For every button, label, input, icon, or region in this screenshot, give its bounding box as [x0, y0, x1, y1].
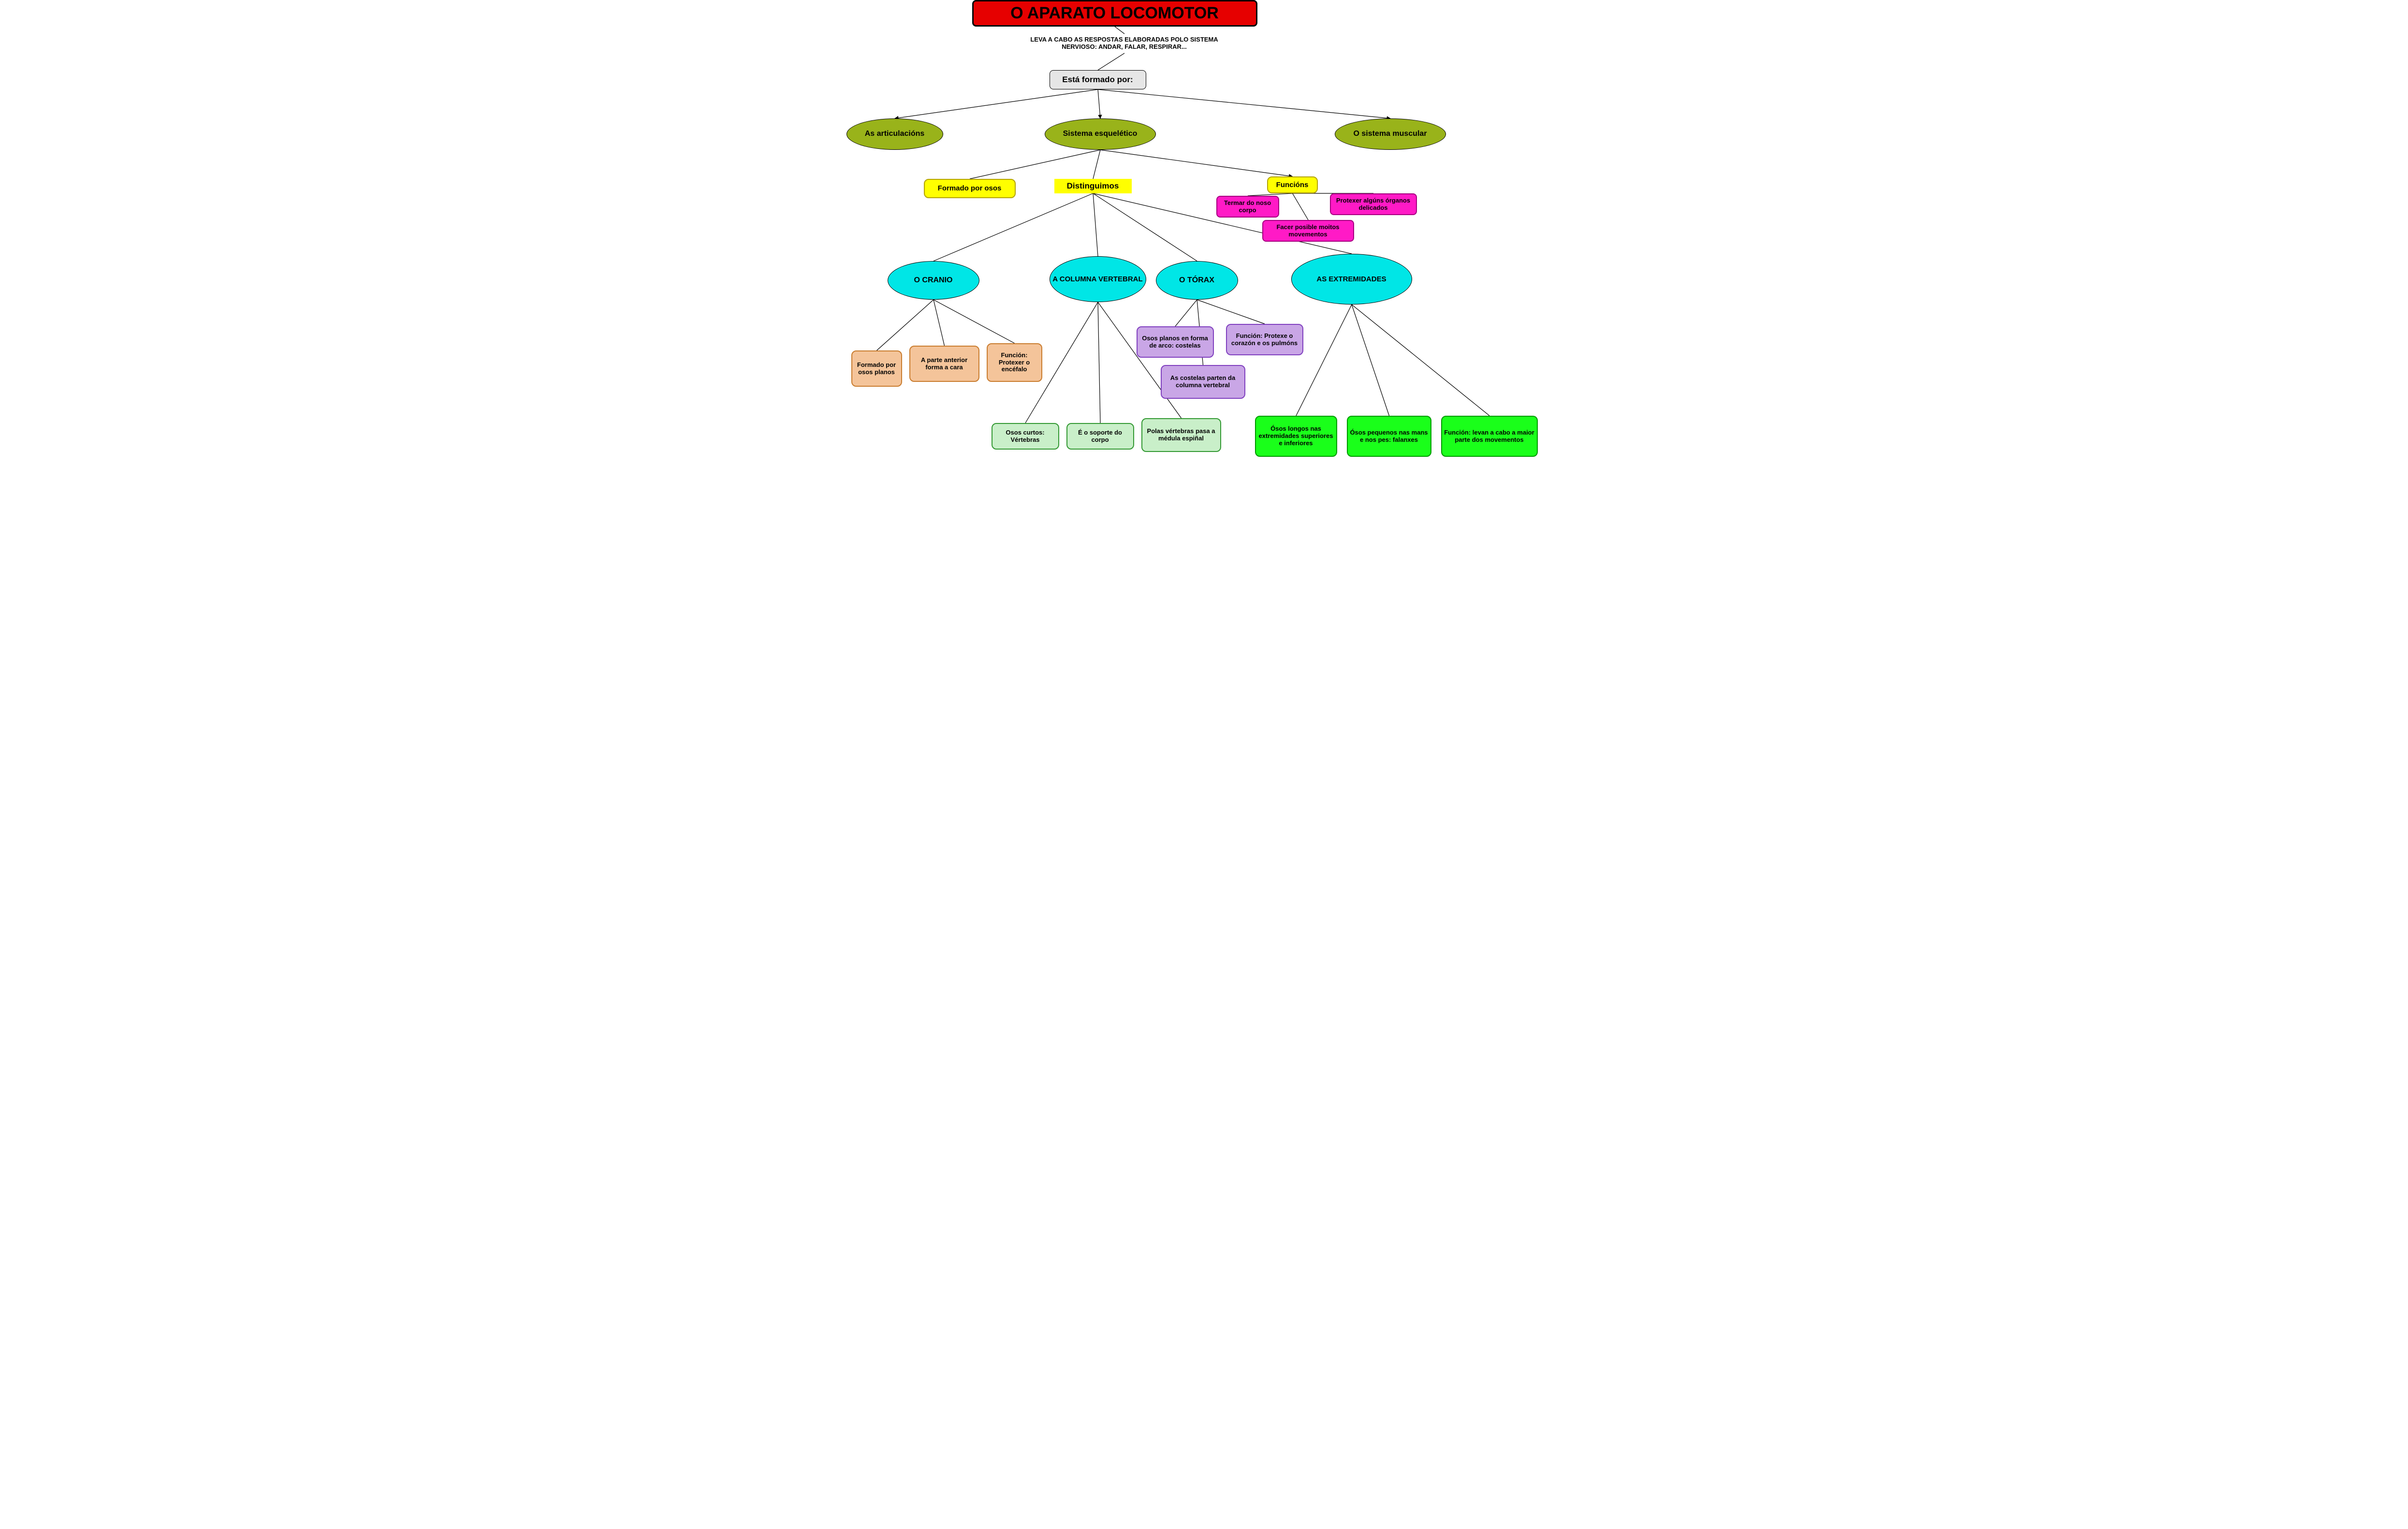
node-subtitle: LEVA A CABO AS RESPOSTAS ELABORADAS POLO…: [1011, 34, 1238, 53]
node-col1: Osos curtos: Vértebras: [992, 423, 1059, 450]
edge-funcions-facer: [1292, 193, 1308, 220]
edge-torax-tor1: [1175, 300, 1197, 326]
node-col3: Polas vértebras pasa a médula espiñal: [1141, 418, 1221, 452]
edge-esqueletico-distinguimos: [1093, 150, 1100, 179]
node-muscular: O sistema muscular: [1335, 118, 1446, 150]
edge-formado-articulacions: [895, 89, 1098, 118]
node-termar: Termar do noso corpo: [1216, 196, 1279, 218]
edge-columna-col3: [1098, 302, 1182, 418]
edge-layer: [842, 0, 1567, 474]
node-esqueletico: Sistema esquelético: [1045, 118, 1156, 150]
node-articulacions: As articulacións: [846, 118, 943, 150]
node-col2: É o soporte do corpo: [1066, 423, 1134, 450]
node-formado: Está formado por:: [1050, 70, 1146, 89]
node-torax: O TÓRAX: [1156, 261, 1238, 300]
node-distinguimos: Distinguimos: [1054, 179, 1132, 193]
node-cranio: O CRANIO: [888, 261, 979, 300]
node-ext3: Función: levan a cabo a maior parte dos …: [1441, 416, 1538, 457]
node-columna: A COLUMNA VERTEBRAL: [1050, 256, 1146, 302]
edge-title-subtitle: [1115, 27, 1124, 34]
node-cranio3: Función: Protexer o encéfalo: [987, 343, 1042, 382]
edge-extremidades-ext2: [1352, 305, 1389, 416]
node-tor1: Osos planos en forma de arco: costelas: [1137, 326, 1214, 358]
node-cranio1: Formado por osos planos: [851, 350, 902, 387]
node-funcions: Funcións: [1267, 176, 1318, 193]
edge-extremidades-ext3: [1352, 305, 1489, 416]
node-title: O APARATO LOCOMOTOR: [972, 0, 1257, 27]
edge-esqueletico-porosos: [970, 150, 1100, 179]
edge-columna-col2: [1098, 302, 1100, 423]
edge-subtitle-formado: [1098, 53, 1124, 70]
edge-torax-tor2: [1197, 300, 1265, 324]
edge-distinguimos-cranio: [934, 193, 1093, 261]
node-cranio2: A parte anterior forma a cara: [909, 346, 979, 382]
node-tor3: As costelas parten da columna vertebral: [1161, 365, 1245, 399]
node-tor2: Función: Protexe o corazón e os pulmóns: [1226, 324, 1303, 355]
edge-cranio-cranio1: [876, 300, 934, 350]
edge-formado-muscular: [1098, 89, 1390, 118]
edge-cranio-cranio3: [934, 300, 1015, 343]
concept-map: O APARATO LOCOMOTOR LEVA A CABO AS RESPOS…: [842, 0, 1567, 474]
node-porosos: Formado por osos: [924, 179, 1016, 198]
edge-distinguimos-torax: [1093, 193, 1197, 261]
edge-extremidades-ext1: [1296, 305, 1352, 416]
edge-formado-esqueletico: [1098, 89, 1100, 118]
node-extremidades: AS EXTREMIDADES: [1291, 254, 1412, 305]
edge-cranio-cranio2: [934, 300, 945, 346]
node-ext2: Ósos pequenos nas mans e nos pes: falanx…: [1347, 416, 1431, 457]
node-protexer: Protexer algúns órganos delicados: [1330, 193, 1417, 215]
edge-esqueletico-funcions: [1100, 150, 1293, 176]
edge-distinguimos-columna: [1093, 193, 1098, 256]
node-facer: Facer posible moitos movementos: [1262, 220, 1354, 242]
node-ext1: Ósos longos nas extremidades superiores …: [1255, 416, 1337, 457]
